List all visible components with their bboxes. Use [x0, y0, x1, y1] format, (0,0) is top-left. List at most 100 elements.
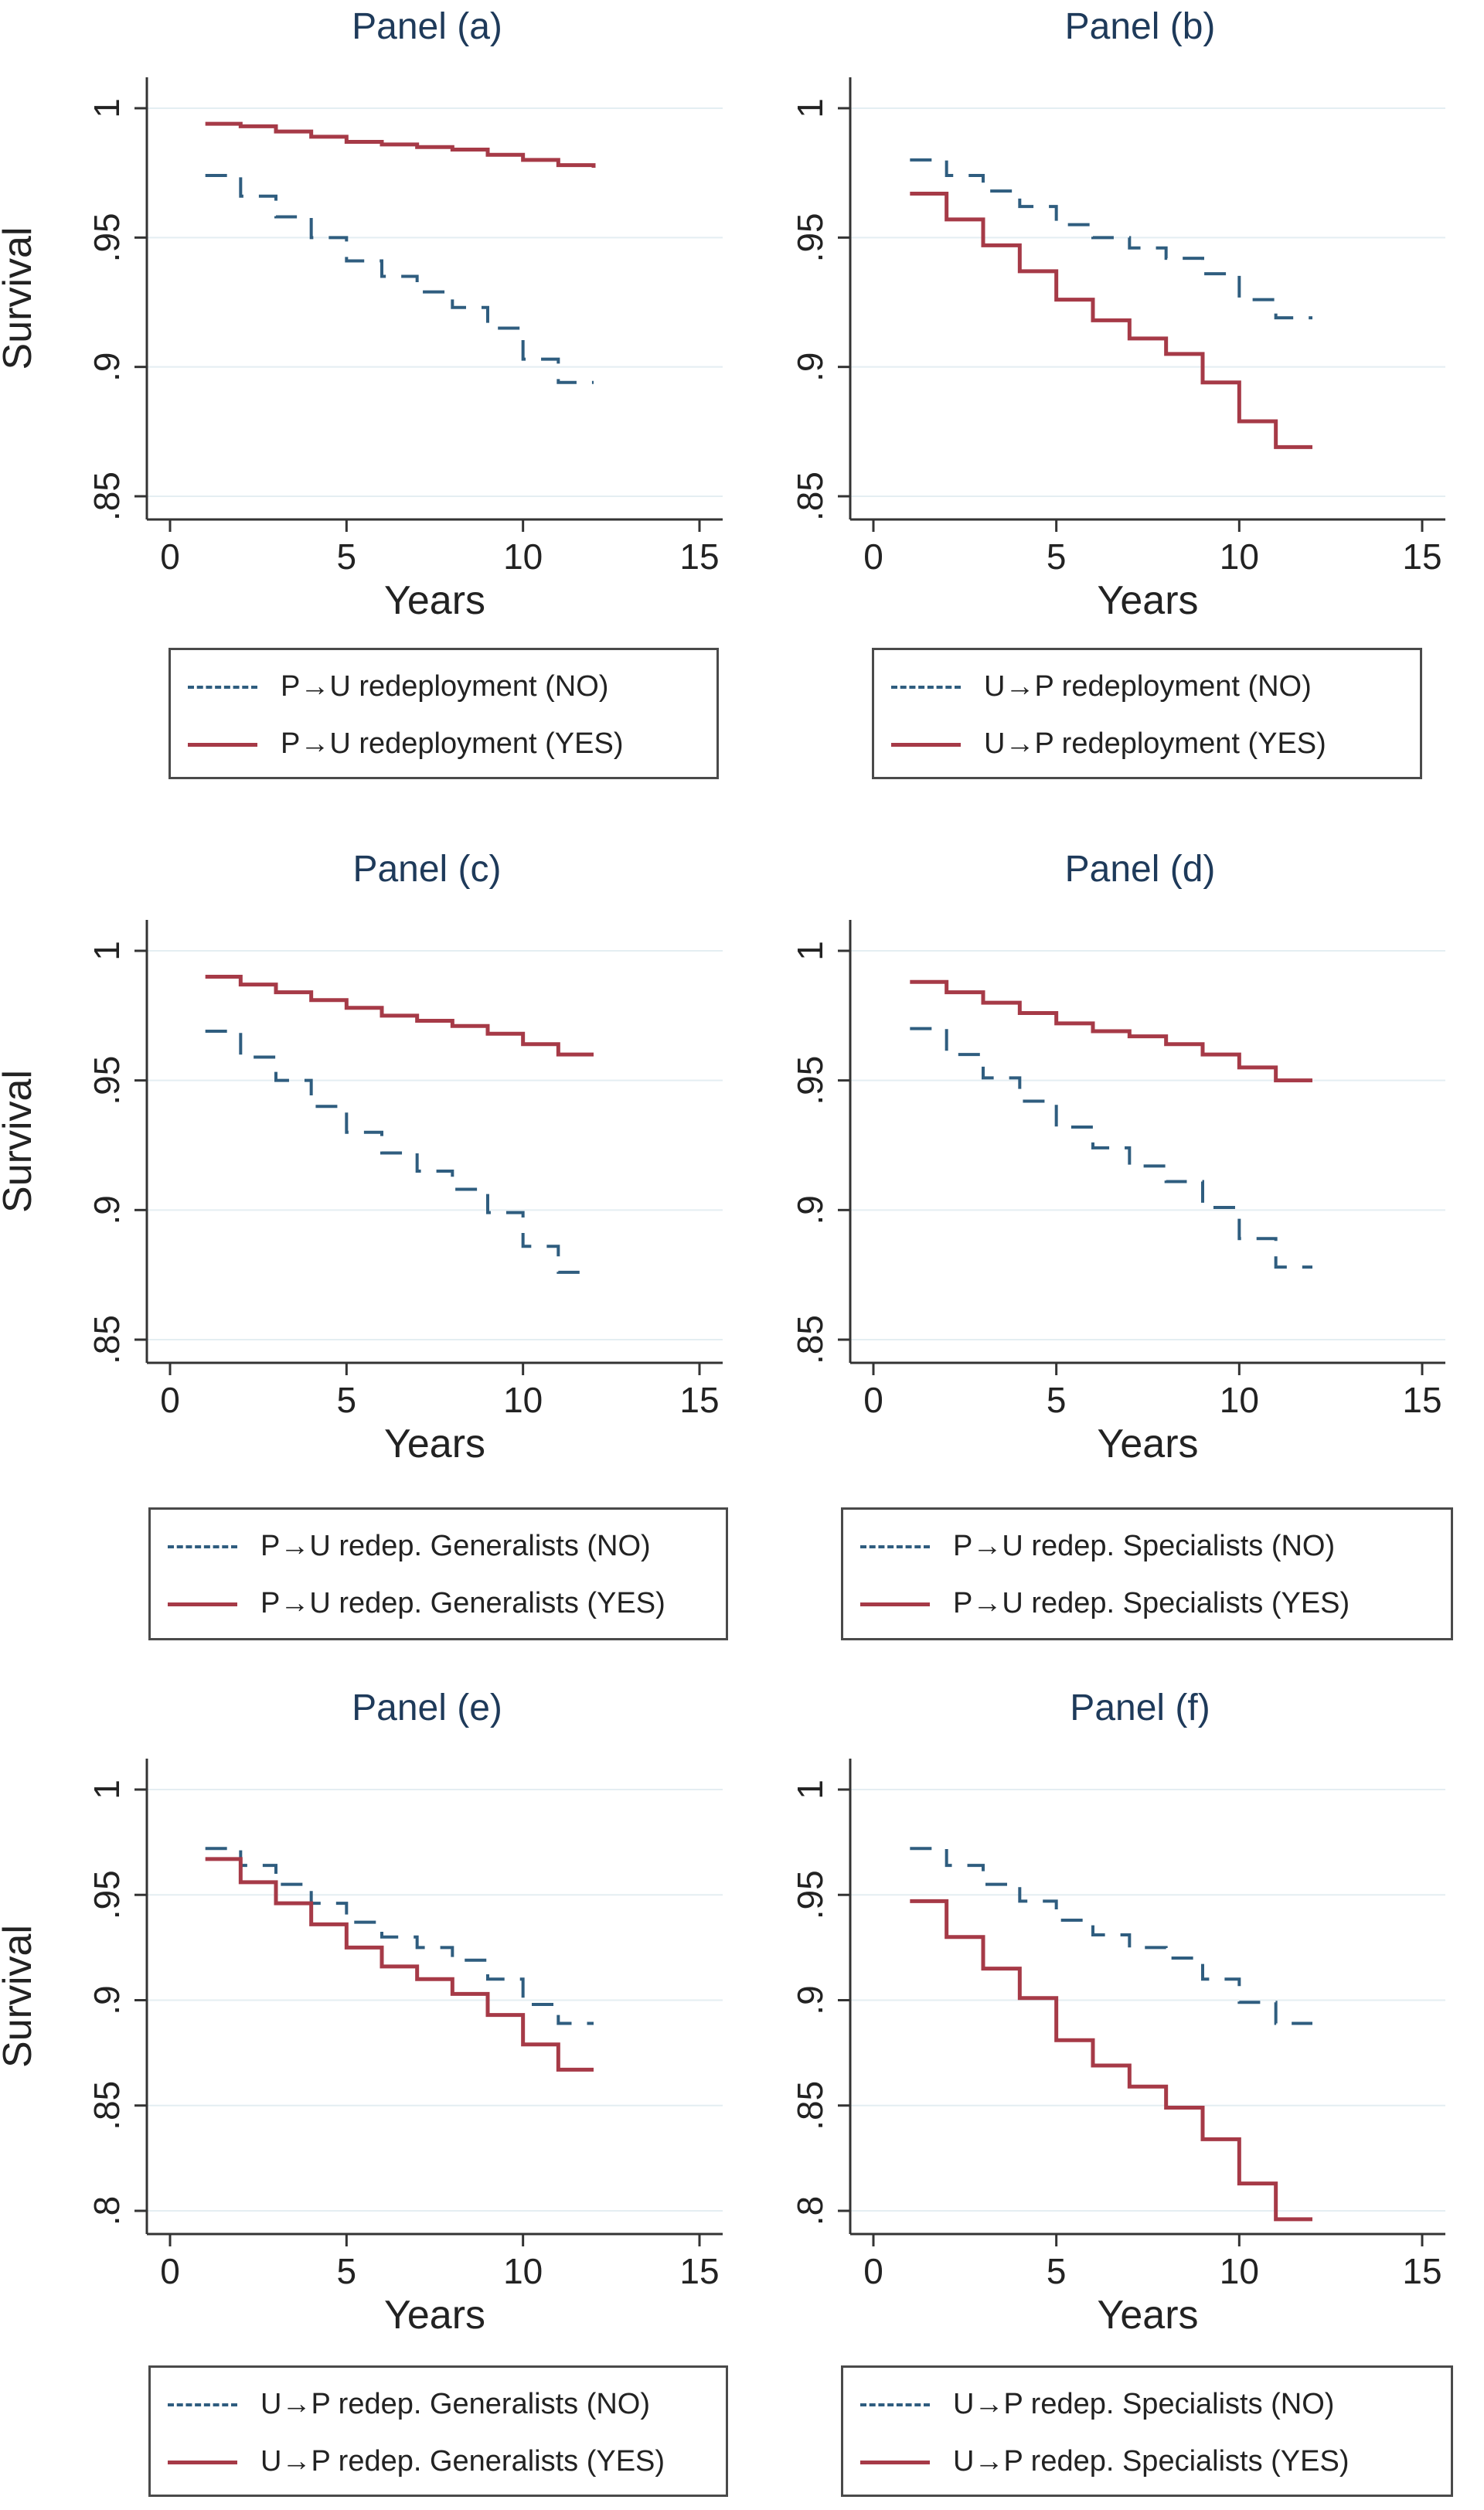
legend-label: P→U redeployment (YES): [281, 727, 624, 760]
legend: U→P redeployment (NO) U→P redeployment (Y…: [872, 648, 1422, 779]
legend-entry: U→P redep. Generalists (NO): [151, 2382, 726, 2428]
legend-label: U→P redep. Specialists (NO): [953, 2388, 1335, 2420]
y-tick-label: 1: [87, 941, 127, 961]
x-tick-label: 0: [160, 1380, 180, 1420]
legend-swatch-dashed: [168, 2403, 237, 2406]
y-tick-label: .95: [790, 1056, 830, 1105]
x-axis-title: Years: [384, 2293, 485, 2338]
legend-label: U→P redeployment (YES): [984, 727, 1326, 760]
y-tick-label: 1: [87, 1779, 127, 1800]
y-tick-label: .85: [87, 2081, 127, 2130]
y-axis-title: Survival: [0, 1070, 40, 1213]
legend-swatch-solid: [188, 743, 257, 747]
legend-label: P→U redep. Specialists (NO): [953, 1530, 1336, 1562]
series-no-line: [205, 1847, 594, 2025]
y-axis-title: Survival: [0, 227, 40, 370]
y-tick-label: .85: [87, 1315, 127, 1364]
legend-label: U→P redep. Generalists (NO): [260, 2388, 651, 2420]
panel-title: Panel (e): [352, 1688, 502, 1728]
legend-swatch-dashed: [188, 686, 257, 689]
y-tick-label: .95: [790, 1870, 830, 1919]
legend-entry: P→U redep. Specialists (YES): [843, 1581, 1451, 1627]
x-tick-label: 0: [160, 536, 180, 577]
x-tick-label: 10: [1220, 1380, 1259, 1420]
y-tick-label: 1: [790, 941, 830, 961]
series-no-line: [910, 1027, 1312, 1269]
series-no-line: [910, 158, 1312, 320]
y-tick-label: .8: [790, 2196, 830, 2226]
legend-swatch-solid: [860, 2461, 930, 2464]
y-tick-label: .85: [790, 472, 830, 521]
legend-label: P→U redep. Generalists (YES): [260, 1587, 665, 1619]
y-tick-label: .9: [87, 352, 127, 381]
y-tick-label: .9: [790, 352, 830, 381]
legend: P→U redep. Generalists (NO) P→U redep. Ge…: [148, 1507, 728, 1640]
x-tick-label: 10: [503, 536, 543, 577]
legend-swatch-solid: [168, 1602, 237, 1606]
legend-swatch-dashed: [860, 2403, 930, 2406]
legend-entry: P→U redep. Specialists (NO): [843, 1524, 1451, 1570]
panel-title: Panel (c): [352, 849, 501, 890]
legend-entry: U→P redep. Specialists (NO): [843, 2382, 1451, 2428]
x-tick-label: 0: [160, 2251, 180, 2291]
x-tick-label: 10: [1220, 2251, 1259, 2291]
panel-title: Panel (b): [1065, 6, 1216, 47]
x-tick-label: 15: [1402, 1380, 1441, 1420]
y-tick-label: .9: [87, 1195, 127, 1224]
x-tick-label: 10: [1220, 536, 1259, 577]
y-tick-label: .95: [790, 213, 830, 262]
legend-entry: P→U redeployment (YES): [171, 721, 716, 768]
legend-swatch-solid: [891, 743, 961, 747]
y-tick-label: .9: [87, 1985, 127, 2014]
y-tick-label: .95: [87, 213, 127, 262]
x-tick-label: 0: [863, 536, 883, 577]
x-tick-label: 15: [1402, 2251, 1441, 2291]
legend-entry: U→P redep. Generalists (YES): [151, 2439, 726, 2485]
y-tick-label: .9: [790, 1195, 830, 1224]
y-axis-title: Survival: [0, 1925, 40, 2068]
y-tick-label: 1: [87, 98, 127, 118]
legend-swatch-solid: [860, 1602, 930, 1606]
series-no-line: [205, 1029, 594, 1274]
legend-swatch-dashed: [891, 686, 961, 689]
y-tick-label: .8: [87, 2196, 127, 2226]
legend-entry: U→P redeployment (NO): [874, 664, 1420, 710]
legend-label: P→U redep. Specialists (YES): [953, 1587, 1350, 1619]
series-yes-line: [910, 1899, 1312, 2222]
legend-label: P→U redep. Generalists (NO): [260, 1530, 651, 1562]
x-axis-title: Years: [1097, 578, 1198, 623]
panel-title: Panel (a): [352, 6, 502, 47]
legend: P→U redep. Specialists (NO) P→U redep. Sp…: [841, 1507, 1453, 1640]
x-tick-label: 0: [863, 2251, 883, 2291]
y-tick-label: .85: [87, 472, 127, 521]
series-yes-line: [205, 1857, 594, 2072]
panel-title: Panel (d): [1065, 849, 1216, 890]
series-yes-line: [205, 975, 594, 1057]
y-tick-label: .95: [87, 1056, 127, 1105]
x-tick-label: 5: [337, 1380, 357, 1420]
x-tick-label: 10: [503, 2251, 543, 2291]
x-tick-label: 15: [679, 2251, 719, 2291]
legend-label: P→U redeployment (NO): [281, 670, 609, 703]
y-tick-label: .95: [87, 1870, 127, 1919]
legend-entry: U→P redep. Specialists (YES): [843, 2439, 1451, 2485]
legend: P→U redeployment (NO) P→U redeployment (Y…: [168, 648, 719, 779]
y-tick-label: 1: [790, 1779, 830, 1800]
legend-label: U→P redep. Generalists (YES): [260, 2445, 665, 2478]
y-tick-label: .85: [790, 2081, 830, 2130]
legend-entry: P→U redep. Generalists (NO): [151, 1524, 726, 1570]
legend-swatch-dashed: [168, 1545, 237, 1548]
legend-label: U→P redeployment (NO): [984, 670, 1312, 703]
panel-title: Panel (f): [1070, 1688, 1210, 1728]
x-tick-label: 15: [1402, 536, 1441, 577]
x-axis-title: Years: [384, 1422, 485, 1466]
x-tick-label: 5: [1047, 536, 1067, 577]
x-axis-title: Years: [1097, 2293, 1198, 2338]
